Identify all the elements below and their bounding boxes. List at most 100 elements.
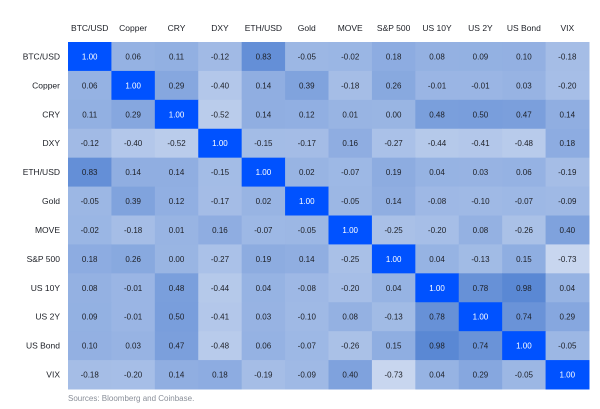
heatmap-cell [415, 244, 460, 274]
heatmap-cell [502, 244, 547, 274]
heatmap-cell [285, 302, 329, 332]
cell-value: 0.18 [212, 371, 228, 380]
cell-value: 0.00 [169, 255, 185, 264]
cell-value: 0.26 [125, 255, 141, 264]
heatmap-cell [111, 99, 156, 130]
cell-value: 0.78 [473, 284, 489, 293]
cell-value: 0.19 [256, 255, 272, 264]
heatmap-cell [111, 273, 156, 303]
cell-value: 0.26 [386, 81, 402, 90]
heatmap-cell [68, 42, 112, 72]
heatmap-cell [285, 273, 329, 303]
heatmap-cell [285, 186, 329, 216]
row-label: US 10Y [31, 283, 61, 293]
heatmap-cell [154, 186, 199, 216]
cell-value: 0.02 [299, 168, 315, 177]
heatmap-cell [241, 331, 286, 361]
cell-value: 0.06 [516, 168, 532, 177]
heatmap-cell [328, 331, 373, 361]
cell-value: -0.73 [385, 371, 404, 380]
cell-value: 0.09 [82, 313, 98, 322]
cell-value: 0.09 [473, 52, 489, 61]
cell-value: 1.00 [560, 371, 576, 380]
cell-value: 0.01 [169, 226, 185, 235]
heatmap-cell [241, 273, 286, 303]
heatmap-cell [458, 70, 503, 101]
cell-value: 0.14 [169, 168, 185, 177]
heatmap-cell [285, 331, 329, 361]
heatmap-cell [198, 157, 243, 188]
heatmap-cell [371, 273, 416, 303]
cell-value: 0.19 [386, 168, 402, 177]
heatmap-cell [415, 42, 460, 72]
heatmap-cell [458, 244, 503, 274]
cell-value: -0.25 [341, 255, 360, 264]
column-label: MOVE [338, 23, 363, 33]
cell-value: 0.00 [386, 110, 402, 119]
cell-value: 0.50 [473, 110, 489, 119]
column-label: US 2Y [468, 23, 493, 33]
cell-value: -0.01 [124, 284, 143, 293]
heatmap-cell [111, 360, 156, 390]
cell-value: 1.00 [299, 197, 315, 206]
heatmap-cell [68, 215, 112, 245]
cell-value: -0.20 [428, 226, 447, 235]
heatmap-cell [545, 331, 590, 361]
cell-value: 0.74 [516, 313, 532, 322]
cell-value: -0.18 [81, 371, 100, 380]
cell-value: -0.20 [341, 284, 360, 293]
cell-value: -0.01 [428, 81, 447, 90]
heatmap-cell [68, 302, 112, 332]
heatmap-cell [328, 99, 373, 130]
heatmap-cell [68, 360, 112, 390]
heatmap-cell [111, 215, 156, 245]
cell-value: -0.07 [298, 342, 317, 351]
heatmap-cell [111, 244, 156, 274]
cell-value: -0.08 [428, 197, 447, 206]
row-label: Gold [42, 196, 60, 206]
cell-value: -0.26 [515, 226, 534, 235]
heatmap-cell [502, 215, 547, 245]
heatmap-cell [68, 128, 112, 159]
heatmap-cell [458, 302, 503, 332]
cell-value: 0.10 [516, 52, 532, 61]
cell-value: 0.39 [125, 197, 141, 206]
heatmap-cell [154, 273, 199, 303]
column-label: BTC/USD [71, 23, 108, 33]
heatmap-cell [415, 302, 460, 332]
heatmap-cell [285, 99, 329, 130]
cell-value: -0.20 [124, 371, 143, 380]
column-label: US 10Y [422, 23, 452, 33]
cell-value: 0.10 [82, 342, 98, 351]
heatmap-cell [198, 302, 243, 332]
cell-value: 0.15 [516, 255, 532, 264]
heatmap-cell [198, 244, 243, 274]
cell-value: -0.44 [211, 284, 230, 293]
heatmap-cell [198, 99, 243, 130]
heatmap-cell [458, 157, 503, 188]
row-label: BTC/USD [23, 51, 60, 61]
cell-value: 0.04 [429, 255, 445, 264]
heatmap-cell [241, 128, 286, 159]
heatmap-cell [285, 244, 329, 274]
cell-value: 0.14 [256, 110, 272, 119]
heatmap-cell [458, 273, 503, 303]
heatmap-cell [328, 215, 373, 245]
column-label: CRY [168, 23, 186, 33]
heatmap-cell [371, 244, 416, 274]
heatmap-cell [371, 302, 416, 332]
cell-value: -0.01 [471, 81, 490, 90]
heatmap-cell [328, 360, 373, 390]
heatmap-cell [328, 244, 373, 274]
cell-value: 0.14 [169, 371, 185, 380]
cell-value: 0.39 [299, 81, 315, 90]
cell-value: 0.14 [256, 81, 272, 90]
cell-value: 0.47 [516, 110, 532, 119]
cell-value: -0.12 [81, 139, 100, 148]
heatmap-cell [371, 70, 416, 101]
heatmap-cell [154, 70, 199, 101]
heatmap-cell [154, 42, 199, 72]
heatmap-cell [502, 99, 547, 130]
heatmap-cell [415, 186, 460, 216]
